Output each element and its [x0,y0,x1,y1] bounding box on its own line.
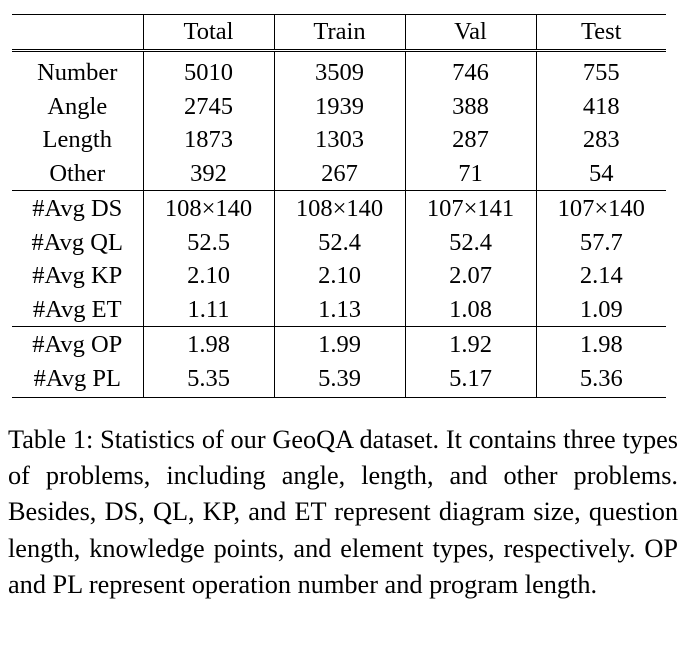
cell-test: 5.36 [535,361,666,398]
cell-train: 1303 [273,123,405,157]
table-row: #Avg PL 5.35 5.39 5.17 5.36 [12,361,666,398]
table-row: #Avg OP 1.98 1.99 1.92 1.98 [12,326,666,362]
cell-test: 755 [535,50,666,90]
cell-test: 107×140 [535,190,666,226]
cell-test: 54 [535,156,666,191]
cell-total: 5.35 [142,361,274,398]
caption-label: Table 1: [8,425,94,454]
cell-val: 287 [404,123,536,157]
row-label: Other [49,159,106,187]
row-label: Length [42,126,112,153]
table-row: Length 1873 1303 287 283 [12,123,666,157]
statistics-table-container: Total Train Val Test Number 5010 3509 74… [12,14,666,398]
cell-train: 1.99 [273,326,405,362]
cell-test: 418 [535,89,666,123]
table-header-row: Total Train Val Test [12,14,666,51]
table-row: Angle 2745 1939 388 418 [12,89,666,123]
cell-train: 5.39 [273,361,405,398]
table-row: #Avg DS 108×140 108×140 107×141 107×140 [12,190,666,226]
cell-test: 2.14 [535,259,666,293]
cell-train: 3509 [273,50,405,90]
row-label: #Avg QL [31,228,123,256]
cell-test: 283 [535,123,666,157]
cell-test: 1.98 [535,326,666,362]
cell-test: 57.7 [535,225,666,259]
cell-total: 1.11 [142,292,274,327]
row-label: #Avg KP [32,262,123,289]
cell-total: 392 [142,156,274,191]
cell-total: 2.10 [142,259,274,293]
statistics-table: Total Train Val Test Number 5010 3509 74… [12,14,666,398]
table-row: #Avg QL 52.5 52.4 52.4 57.7 [12,225,666,259]
header-total: Total [142,14,274,51]
header-val: Val [404,14,536,51]
row-label: Number [37,59,118,86]
cell-train: 267 [273,156,405,191]
cell-val: 1.92 [404,326,536,362]
cell-train: 1.13 [273,292,405,327]
cell-train: 1939 [273,89,405,123]
cell-train: 108×140 [273,190,405,226]
table-row: Other 392 267 71 54 [12,156,666,191]
row-label: #Avg OP [12,326,143,362]
header-corner-cell [12,14,143,51]
cell-val: 1.08 [404,292,536,327]
header-train: Train [273,14,405,51]
row-label: #Avg ET [32,295,122,323]
cell-val: 71 [404,156,536,191]
cell-train: 2.10 [273,259,405,293]
cell-total: 52.5 [142,225,274,259]
cell-val: 52.4 [404,225,536,259]
cell-total: 1.98 [142,326,274,362]
cell-val: 2.07 [404,259,536,293]
table-caption: Table 1: Statistics of our GeoQA dataset… [8,422,678,603]
cell-val: 5.17 [404,361,536,398]
cell-train: 52.4 [273,225,405,259]
table-row: #Avg ET 1.11 1.13 1.08 1.09 [12,292,666,327]
cell-total: 5010 [142,50,274,90]
caption-text: Statistics of our GeoQA dataset. It cont… [8,425,678,599]
cell-test: 1.09 [535,292,666,327]
cell-total: 108×140 [142,190,274,226]
cell-val: 107×141 [404,190,536,226]
cell-val: 746 [404,50,536,90]
header-test: Test [535,14,666,51]
table-row: Number 5010 3509 746 755 [12,50,666,90]
cell-total: 2745 [142,89,274,123]
cell-val: 388 [404,89,536,123]
row-label: Angle [47,92,108,120]
row-label: #Avg PL [12,361,143,398]
table-row: #Avg KP 2.10 2.10 2.07 2.14 [12,259,666,293]
cell-total: 1873 [142,123,274,157]
row-label: #Avg DS [12,190,143,226]
